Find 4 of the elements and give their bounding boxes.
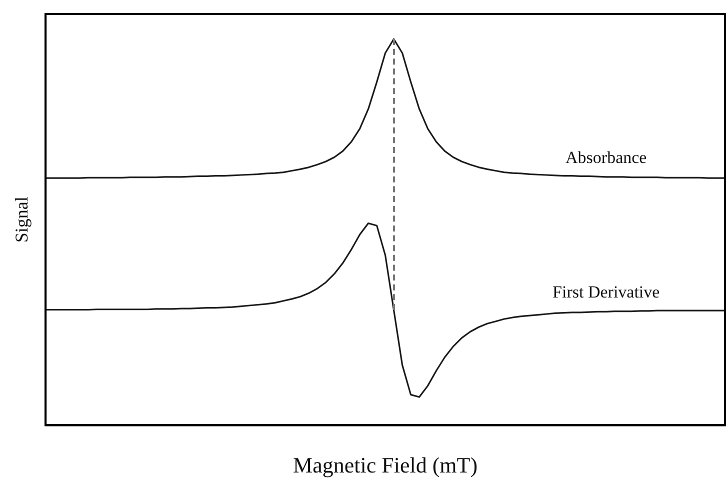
series-label: First Derivative [552, 282, 660, 302]
x-axis-title: Magnetic Field (mT) [293, 452, 478, 478]
series-label: Absorbance [566, 148, 647, 167]
y-axis-title: Signal [12, 196, 32, 243]
